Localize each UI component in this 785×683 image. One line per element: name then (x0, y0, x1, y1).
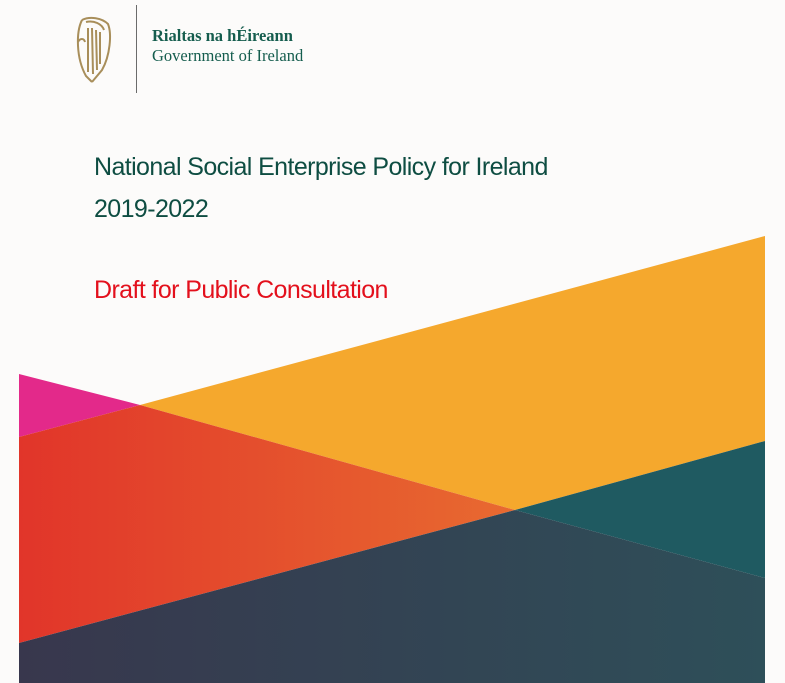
irish-name: Rialtas na hÉireann (152, 26, 293, 45)
title-line-2: 2019-2022 (94, 195, 209, 223)
pink-triangle (19, 374, 140, 437)
document-title: National Social Enterprise Policy for Ir… (94, 146, 548, 230)
title-line-1: National Social Enterprise Policy for Ir… (94, 153, 548, 181)
red-shape (19, 405, 515, 643)
navy-shape (19, 510, 765, 683)
orange-band (140, 236, 765, 510)
logo-divider (136, 5, 137, 93)
government-logo-text: Rialtas na hÉireann Government of Irelan… (152, 26, 303, 66)
english-name: Government of Ireland (152, 46, 304, 65)
harp-icon (76, 16, 111, 83)
document-subtitle: Draft for Public Consultation (94, 276, 388, 304)
teal-triangle (515, 441, 765, 578)
